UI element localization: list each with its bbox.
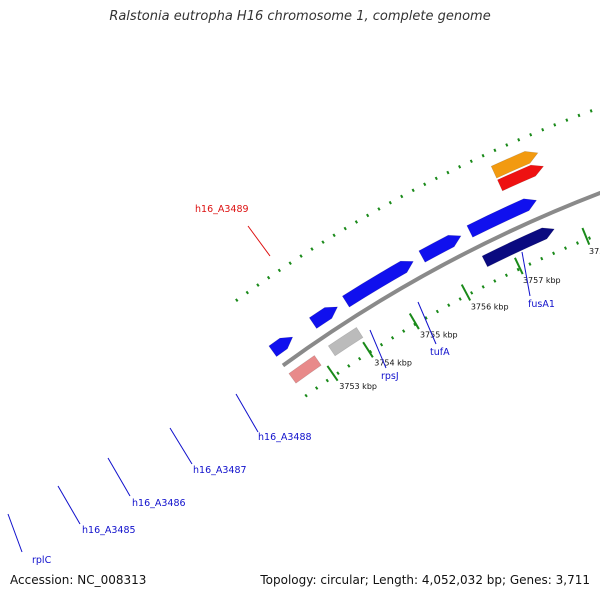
scale-tick-label: 3753 kbp	[339, 382, 377, 391]
gene-label: h16_A3486	[132, 498, 186, 509]
gene-label: h16_A3489	[195, 204, 249, 215]
gene-label-leader	[57, 485, 81, 525]
accession-text: Accession: NC_008313	[10, 573, 147, 587]
backbone	[281, 190, 600, 368]
gene-arrow-reverse-1	[288, 355, 322, 384]
gene-arrow-h16_A3489-red	[497, 164, 545, 192]
scale-tick-label: 3758 kbp	[589, 247, 600, 256]
gene-label: rplC	[32, 555, 52, 566]
scale-ticks: 3753 kbp 3754 kbp 3755 kbp 3756 kbp 3757 kbp…	[326, 227, 600, 391]
gene-label-leader	[369, 329, 387, 369]
scale-tick	[514, 257, 524, 275]
scale-tick-label: 3757 kbp	[523, 276, 561, 285]
gene-label: h16_A3485	[82, 525, 136, 536]
scale-tick	[581, 227, 591, 246]
gene-arrow-h16_A3485	[308, 306, 339, 329]
inner-tick-dots	[304, 232, 600, 398]
gene-label-leader	[235, 393, 259, 433]
scale-tick-label: 3754 kbp	[374, 359, 412, 368]
scale-tick	[408, 313, 420, 330]
gene-label: tufA	[430, 347, 450, 358]
scale-tick-label: 3756 kbp	[471, 302, 509, 311]
scale-tick	[460, 284, 472, 301]
gene-label-leader	[7, 513, 23, 553]
map-title: Ralstonia eutropha H16 chromosome 1, com…	[109, 9, 491, 24]
gene-arrow-gray	[327, 327, 364, 357]
gene-label: h16_A3488	[258, 432, 312, 443]
outer-tick-dots	[235, 106, 600, 302]
gene-label-leader	[247, 225, 271, 257]
backbone-line	[281, 190, 600, 368]
genome-summary-text: Topology: circular; Length: 4,052,032 bp…	[260, 573, 590, 587]
gene-arrow-h16_A3486	[341, 260, 414, 308]
scale-tick	[326, 365, 339, 382]
gene-labels: rplC h16_A3485 h16_A3486 h16_A3487 h16_A3488…	[7, 204, 555, 566]
gene-label-leader	[417, 301, 437, 345]
scale-tick	[362, 341, 374, 358]
gene-label: h16_A3487	[193, 465, 247, 476]
gene-label: rpsJ	[381, 371, 399, 382]
gene-arrow-h16_A3487	[418, 234, 462, 263]
gene-label-leader	[521, 251, 531, 297]
gene-arrow-h16_A3489-orange	[490, 151, 539, 179]
scale-tick-label: 3755 kbp	[420, 331, 458, 340]
gene-label-leader	[107, 457, 131, 497]
gene-arrow-h16_A3488	[466, 198, 538, 238]
gene-label: fusA1	[528, 299, 555, 310]
gene-arrow-h16_A3488-dark	[481, 227, 555, 268]
gene-label-leader	[169, 427, 193, 465]
gene-arrows	[268, 151, 555, 384]
gene-arrow-rplC	[268, 336, 294, 357]
